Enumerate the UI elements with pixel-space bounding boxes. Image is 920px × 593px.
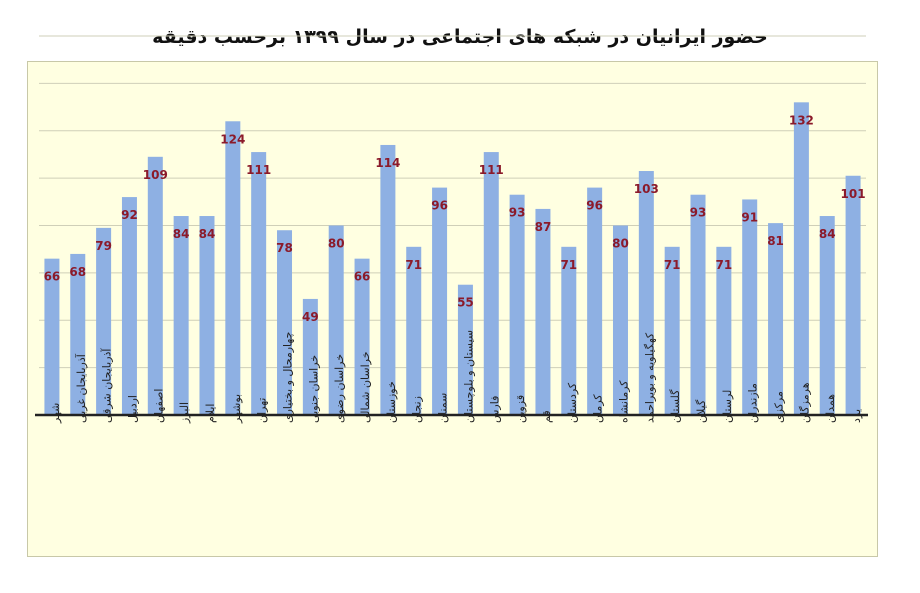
x-tick-label: سمنان — [437, 393, 450, 423]
data-label: 55 — [457, 296, 474, 310]
x-tick-label: چهارمحال و بختیاری — [282, 332, 295, 423]
chart-title: حضور ایرانیان در شبکه های اجتماعی در سال… — [152, 26, 768, 48]
data-label: 132 — [789, 113, 814, 127]
data-label: 84 — [199, 227, 216, 241]
data-label: 68 — [69, 265, 86, 279]
data-label: 71 — [716, 258, 733, 272]
plot-area — [27, 61, 878, 557]
x-tick-label: مازندران — [747, 383, 760, 423]
bar — [768, 223, 784, 415]
x-tick-label: کهگیلویه و بویراحمد — [643, 332, 656, 423]
x-tick-label: کردستان — [566, 382, 579, 423]
x-tick-label: خراسان جنوبی — [307, 355, 320, 423]
bar — [742, 199, 758, 415]
data-label: 111 — [246, 163, 271, 177]
bar — [535, 208, 551, 415]
bar — [561, 246, 577, 415]
x-tick-label: کرمانشاه — [617, 380, 630, 423]
data-label: 93 — [509, 206, 526, 220]
x-tick-label: بوشهر — [230, 394, 243, 424]
x-tick-label: سیستان و بلوچستان — [462, 330, 475, 423]
bar — [199, 216, 215, 415]
bar — [845, 175, 861, 415]
bar — [638, 171, 654, 415]
x-tick-label: تهران — [256, 398, 269, 423]
data-label: 114 — [375, 156, 400, 170]
data-label: 93 — [690, 206, 707, 220]
data-label: 103 — [634, 182, 659, 196]
x-tick-label: همدان — [824, 394, 837, 423]
bar — [432, 187, 448, 415]
bar — [225, 121, 241, 416]
data-label: 96 — [586, 199, 603, 213]
bar — [302, 298, 318, 415]
data-label: 96 — [431, 199, 448, 213]
x-tick-label: خوزستان — [385, 381, 398, 423]
data-label: 81 — [767, 234, 784, 248]
data-label: 49 — [302, 310, 319, 324]
bar — [380, 144, 396, 415]
bar — [44, 258, 60, 415]
bar — [664, 246, 680, 415]
data-label: 71 — [405, 258, 422, 272]
data-label: 80 — [328, 237, 345, 251]
bar — [121, 197, 137, 415]
x-tick-label: گیلان — [695, 399, 708, 423]
x-tick-label: قم — [540, 410, 553, 423]
data-label: 101 — [841, 187, 866, 201]
data-label: 109 — [143, 168, 168, 182]
bar — [147, 156, 163, 415]
x-tick-label: لرستان — [721, 390, 734, 423]
bar — [612, 225, 628, 415]
bar — [587, 187, 603, 415]
data-label: 71 — [560, 258, 577, 272]
x-tick-label: شهر — [49, 403, 62, 424]
data-label: 78 — [276, 241, 293, 255]
bar — [819, 216, 835, 415]
data-label: 91 — [741, 210, 758, 224]
bar — [251, 152, 267, 415]
bar — [354, 258, 370, 415]
data-label: 87 — [535, 220, 552, 234]
x-tick-label: آذربایجان شرقی — [100, 348, 114, 423]
x-tick-label: خراسان رضوی — [333, 354, 346, 423]
x-tick-label: آذربایجان غربی — [74, 353, 88, 423]
x-tick-label: اردبیل — [126, 395, 139, 423]
bar — [406, 246, 422, 415]
bar — [690, 194, 706, 415]
x-tick-label: خراسان شمالی — [359, 351, 372, 423]
data-label: 92 — [121, 208, 138, 222]
x-tick-label: مرکزی — [773, 391, 786, 423]
bar — [509, 194, 525, 415]
x-tick-label: اصفهان — [152, 389, 165, 423]
data-label: 111 — [479, 163, 504, 177]
x-tick-label: هرمزگان — [798, 382, 811, 423]
bar — [328, 225, 344, 415]
x-tick-label: زنجان — [411, 396, 424, 423]
x-tick-label: گلستان — [669, 389, 682, 423]
data-label: 84 — [173, 227, 190, 241]
x-tick-label: البرز — [178, 402, 191, 424]
x-tick-label: ایلام — [204, 404, 217, 424]
data-label: 124 — [220, 132, 245, 146]
x-tick-label: فارس — [488, 396, 501, 423]
bar — [96, 227, 112, 415]
bar — [70, 253, 86, 415]
x-tick-label: کرمان — [592, 394, 605, 423]
bar — [457, 284, 473, 415]
data-label: 66 — [354, 270, 371, 284]
data-label: 66 — [44, 270, 61, 284]
data-label: 71 — [664, 258, 681, 272]
data-label: 79 — [95, 239, 112, 253]
bar — [483, 152, 499, 415]
x-tick-label: قزوین — [514, 395, 527, 423]
data-label: 80 — [612, 237, 629, 251]
data-label: 84 — [819, 227, 836, 241]
bar — [277, 230, 293, 415]
bar — [793, 102, 809, 415]
bar — [173, 216, 189, 415]
bar — [716, 246, 732, 415]
